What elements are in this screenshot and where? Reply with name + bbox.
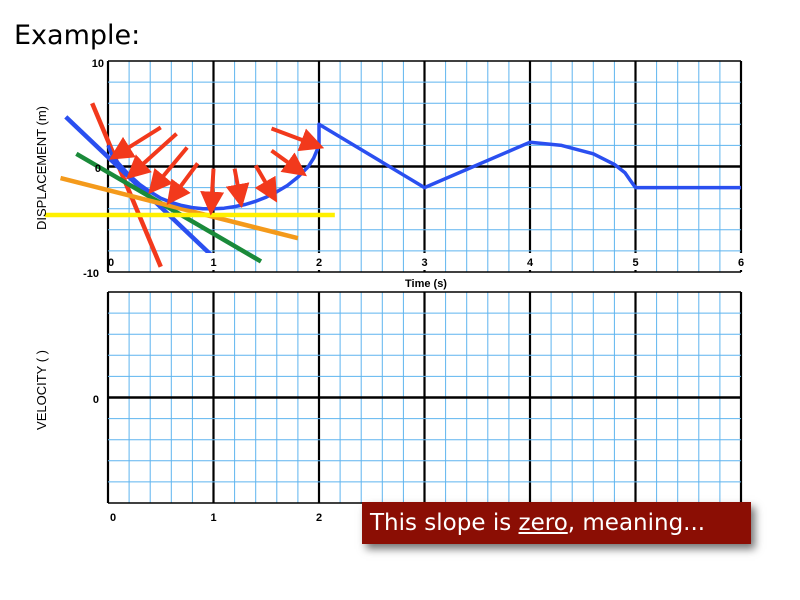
displacement-labels: 10 0 -10 0 1 2 3 4 5 6 Time (s) DISPLACEMENT (m) <box>34 58 750 290</box>
x-tick-label: 6 <box>738 257 744 269</box>
displacement-marks <box>44 102 741 268</box>
velocity-grid <box>106 291 743 504</box>
velocity-x-tick-label: 1 <box>210 512 216 524</box>
callout-text-after: , meaning... <box>567 510 706 536</box>
tangent-line-2 <box>64 115 216 259</box>
x-axis-title: Time (s) <box>405 278 447 290</box>
x-tick-label: 2 <box>316 257 322 269</box>
x-tick-label: 1 <box>210 257 216 269</box>
slide-title: Example: <box>14 20 141 51</box>
x-tick-bg <box>732 253 750 270</box>
tangent-line-4 <box>59 175 299 241</box>
x-tick-bg <box>310 253 328 270</box>
y-tick-bottom: -10 <box>83 268 99 280</box>
xlabel-bg <box>390 274 460 290</box>
slope-arrow-8 <box>270 149 307 177</box>
x-tick-bg <box>204 253 223 270</box>
displacement-grid <box>106 60 743 273</box>
callout-text-before: This slope is <box>370 510 519 536</box>
callout-box: This slope is zero, meaning... <box>362 502 751 544</box>
y-axis-title: DISPLACEMENT (m) <box>34 106 49 230</box>
velocity-y-axis-title: VELOCITY ( ) <box>34 350 49 430</box>
x-tick-label: 3 <box>421 257 427 269</box>
x-tick-bg <box>521 253 539 270</box>
slope-arrow-3 <box>148 146 189 195</box>
velocity-x-tick-label: 0 <box>110 512 116 524</box>
slope-arrow-7 <box>253 164 278 203</box>
velocity-y-tick-zero: 0 <box>93 394 99 406</box>
x-tick-label: 4 <box>527 257 534 269</box>
x-tick-label: 5 <box>632 257 638 269</box>
slope-arrow-2 <box>126 132 178 180</box>
y-tick-top: 10 <box>92 58 104 70</box>
slope-arrow-4 <box>166 162 200 206</box>
callout-emphasis: zero <box>518 510 568 536</box>
slope-arrow-5 <box>200 168 225 216</box>
x-tick-label: 0 <box>108 257 114 269</box>
x-tick-bg <box>415 253 434 270</box>
slope-arrow-6 <box>225 168 250 209</box>
slope-arrow-1 <box>109 125 162 160</box>
x-tick-bg <box>626 253 645 270</box>
velocity-x-tick-label: 2 <box>316 512 322 524</box>
y-tick-zero: 0 <box>95 163 101 175</box>
slope-arrow-9 <box>270 126 325 152</box>
